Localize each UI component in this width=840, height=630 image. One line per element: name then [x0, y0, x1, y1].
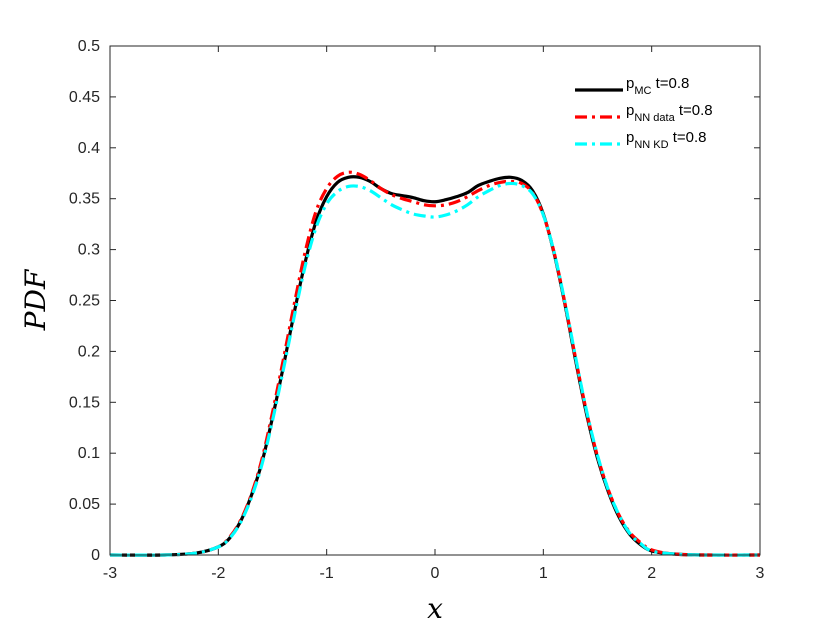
- y-axis-title: PDF: [19, 268, 52, 331]
- legend: pMC t=0.8 pNN data t=0.8 pNN KD t=0.8: [575, 75, 713, 151]
- y-tick-label: 0.1: [78, 445, 100, 462]
- y-tick-label: 0.35: [69, 191, 100, 208]
- y-tick-label: 0.2: [78, 343, 100, 360]
- y-tick-label: 0.15: [69, 394, 100, 411]
- x-tick-label: -1: [320, 565, 334, 582]
- x-axis-title: x: [427, 592, 443, 625]
- x-tick-label: 3: [756, 565, 765, 582]
- legend-label: pNN data t=0.8: [626, 102, 713, 124]
- plot-background: [110, 46, 760, 555]
- x-tick-label: -2: [211, 565, 225, 582]
- series-lines: [109, 170, 761, 557]
- legend-label: pMC t=0.8: [626, 75, 689, 97]
- y-tick-label: 0.05: [69, 496, 100, 513]
- y-tick-label: 0: [91, 547, 100, 564]
- series-line-nn-kd: [109, 181, 761, 557]
- legend-entry-nn-kd: pNN KD t=0.8: [575, 129, 707, 151]
- y-tick-label: 0.5: [78, 38, 100, 55]
- series-line-nn-data: [109, 170, 761, 557]
- plot-frame: [109, 45, 761, 556]
- x-tick-label: 0: [431, 565, 440, 582]
- legend-label: pNN KD t=0.8: [626, 129, 707, 151]
- x-tick-label: -3: [103, 565, 117, 582]
- y-tick-label: 0.25: [69, 293, 100, 310]
- tick-labels: -3 -2 -1 0 1 2 3 0 0.05 0.1 0.15 0.2 0.25 0.3 0.35 0.4 0…: [69, 38, 765, 582]
- x-tick-label: 2: [647, 565, 656, 582]
- legend-entry-mc: pMC t=0.8: [575, 75, 689, 97]
- y-tick-label: 0.3: [78, 242, 100, 259]
- y-tick-label: 0.45: [69, 89, 100, 106]
- legend-entry-nn-data: pNN data t=0.8: [575, 102, 713, 124]
- y-tick-label: 0.4: [78, 140, 100, 157]
- x-tick-label: 1: [539, 565, 548, 582]
